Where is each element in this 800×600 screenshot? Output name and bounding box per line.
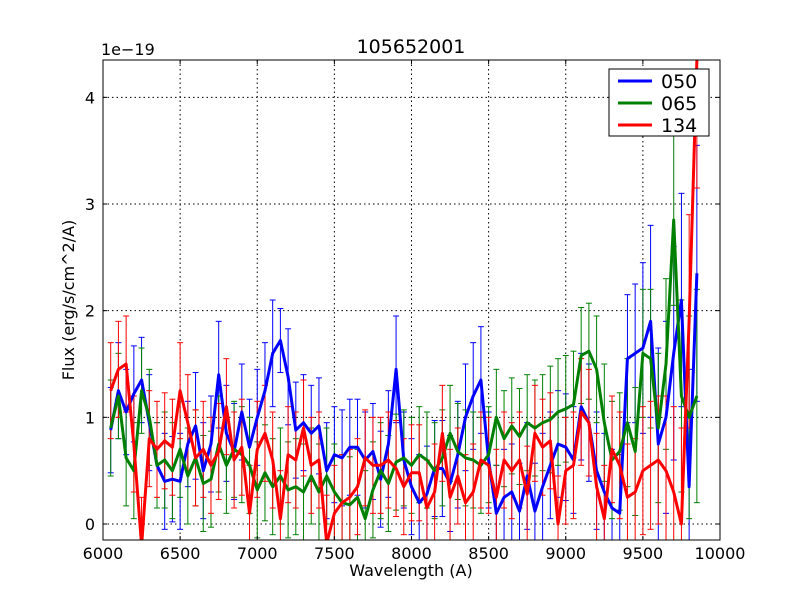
- x-tick-label: 9500: [623, 544, 664, 563]
- y-tick-label: 4: [85, 88, 95, 107]
- x-axis-label: Wavelength (A): [349, 561, 472, 580]
- y-tick-label: 2: [85, 302, 95, 321]
- x-tick-label: 9000: [545, 544, 586, 563]
- y-tick-label: 3: [85, 195, 95, 214]
- series-lines: [109, 60, 699, 540]
- y-tick-label: 1: [85, 408, 95, 427]
- y-axis-ticks: 0 1 2 3 4: [85, 88, 720, 534]
- y-axis-label: Flux (erg/s/cm^2/A): [59, 220, 78, 381]
- x-tick-label: 7500: [314, 544, 355, 563]
- series-line-134: [109, 60, 699, 540]
- y-offset-label: 1e−19: [101, 40, 155, 59]
- legend-label-065: 065: [661, 93, 697, 115]
- legend: 050 065 134: [608, 68, 710, 137]
- x-tick-label: 8000: [391, 544, 432, 563]
- x-tick-label: 6000: [83, 544, 124, 563]
- legend-label-134: 134: [661, 115, 697, 137]
- y-tick-label: 0: [85, 515, 95, 534]
- x-tick-label: 10000: [695, 544, 746, 563]
- chart-title: 105652001: [357, 36, 466, 58]
- x-axis-ticks: 6000 6500 7000 7500 8000 8500 9000 9500 10000: [83, 60, 746, 563]
- series-line-065: [109, 218, 699, 521]
- x-tick-label: 7000: [237, 544, 278, 563]
- x-tick-label: 6500: [160, 544, 201, 563]
- series-line-050: [109, 273, 699, 515]
- legend-label-050: 050: [661, 71, 697, 93]
- x-tick-label: 8500: [468, 544, 509, 563]
